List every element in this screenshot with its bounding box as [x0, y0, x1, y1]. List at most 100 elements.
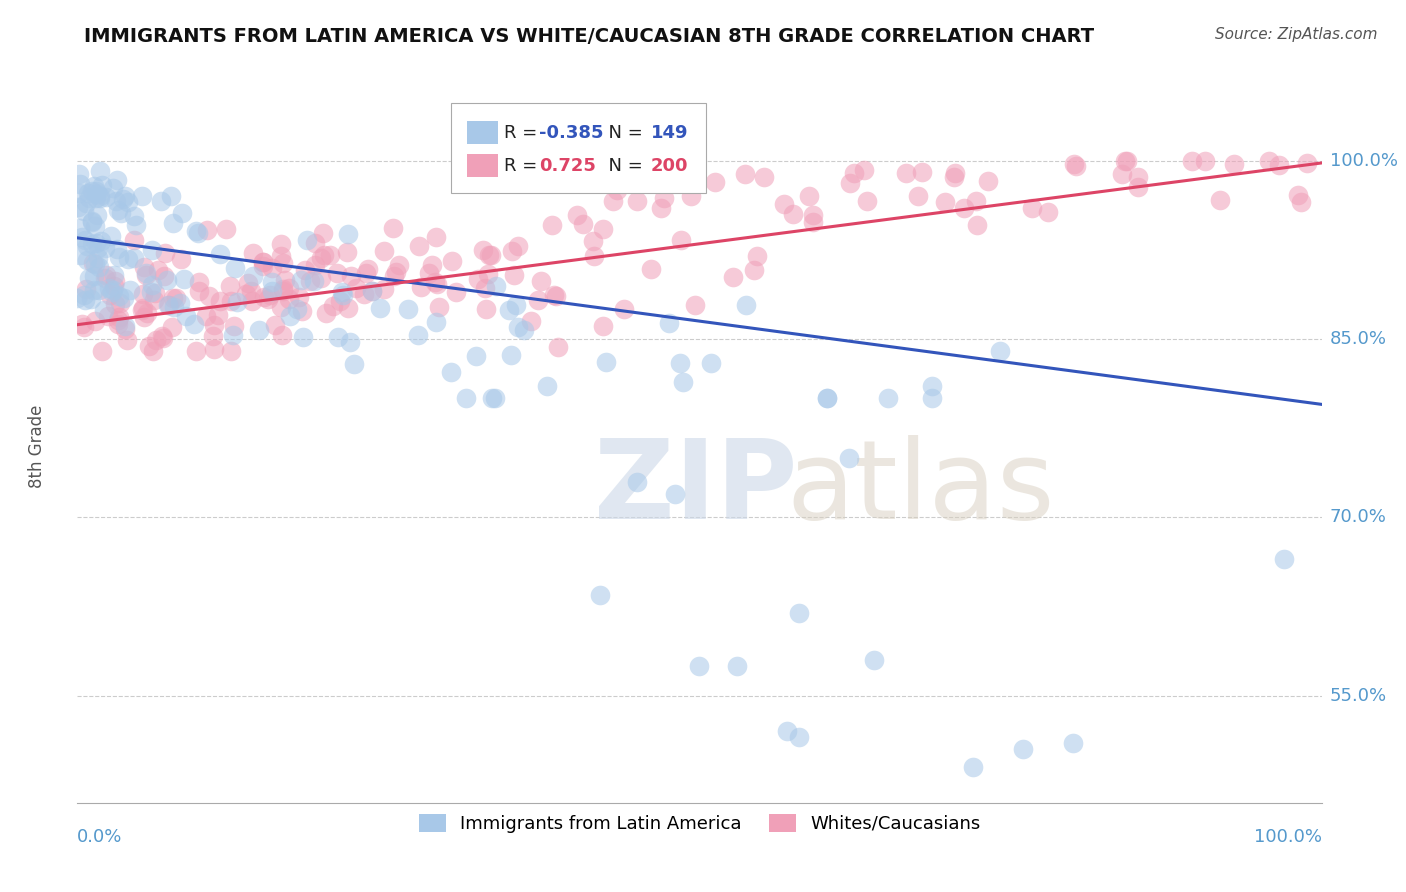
- Point: [472, 243, 495, 257]
- Point: [195, 309, 218, 323]
- Point: [75, 282, 97, 296]
- Point: [70, 229, 93, 244]
- Point: [157, 298, 180, 312]
- Point: [73, 319, 96, 334]
- Point: [94, 268, 117, 282]
- Point: [503, 268, 526, 282]
- Point: [80, 292, 103, 306]
- Point: [89, 191, 111, 205]
- Point: [150, 329, 173, 343]
- Point: [361, 284, 384, 298]
- Point: [135, 268, 157, 282]
- Point: [87, 252, 110, 266]
- Point: [160, 320, 183, 334]
- Point: [953, 202, 976, 216]
- Point: [513, 322, 536, 336]
- Point: [966, 218, 988, 232]
- Point: [1272, 552, 1295, 566]
- Text: atlas: atlas: [786, 435, 1054, 542]
- Point: [76, 252, 98, 267]
- Point: [745, 249, 768, 263]
- Point: [658, 316, 681, 330]
- Point: [669, 356, 692, 370]
- Text: N =: N =: [598, 124, 650, 142]
- Point: [1062, 736, 1084, 750]
- Point: [122, 234, 145, 248]
- Point: [75, 196, 97, 211]
- Point: [66, 292, 89, 306]
- Point: [262, 284, 284, 298]
- Point: [170, 252, 193, 266]
- Point: [83, 219, 105, 234]
- Point: [222, 328, 245, 343]
- Point: [815, 392, 838, 406]
- Point: [336, 244, 359, 259]
- Point: [943, 170, 966, 185]
- FancyBboxPatch shape: [450, 103, 706, 193]
- Point: [260, 275, 283, 289]
- Point: [107, 203, 129, 218]
- Point: [654, 191, 676, 205]
- Point: [319, 248, 342, 262]
- Point: [136, 306, 159, 320]
- Point: [907, 188, 929, 202]
- Point: [252, 255, 274, 269]
- Point: [853, 163, 876, 178]
- Point: [304, 259, 326, 273]
- Point: [253, 289, 276, 303]
- Point: [91, 178, 114, 193]
- Point: [135, 266, 157, 280]
- Point: [965, 194, 987, 208]
- Point: [440, 365, 463, 379]
- Point: [100, 285, 122, 300]
- Point: [595, 355, 617, 369]
- Point: [219, 343, 242, 358]
- Point: [67, 167, 90, 181]
- Point: [382, 221, 405, 235]
- Point: [202, 342, 225, 356]
- Point: [103, 268, 125, 282]
- Point: [271, 327, 294, 342]
- Point: [159, 189, 181, 203]
- Point: [742, 263, 765, 277]
- Point: [543, 287, 565, 301]
- Point: [153, 245, 176, 260]
- Point: [176, 310, 198, 324]
- Text: 0.725: 0.725: [538, 157, 596, 175]
- Point: [67, 200, 90, 214]
- Point: [224, 260, 246, 275]
- Point: [219, 279, 242, 293]
- Point: [112, 291, 135, 305]
- Point: [1181, 153, 1204, 168]
- Point: [84, 235, 107, 250]
- Point: [479, 248, 502, 262]
- Text: 0.0%: 0.0%: [77, 828, 122, 846]
- Text: -0.385: -0.385: [538, 124, 603, 142]
- Point: [242, 245, 264, 260]
- Point: [83, 269, 105, 284]
- Point: [80, 185, 103, 199]
- Point: [82, 256, 104, 270]
- Point: [478, 248, 501, 262]
- Point: [1036, 204, 1059, 219]
- Point: [775, 724, 797, 739]
- Point: [207, 309, 229, 323]
- Point: [173, 271, 195, 285]
- Point: [309, 271, 332, 285]
- Point: [90, 343, 112, 358]
- Point: [82, 236, 104, 251]
- Point: [104, 297, 127, 311]
- Point: [910, 164, 932, 178]
- Text: 85.0%: 85.0%: [1330, 330, 1386, 348]
- Point: [838, 450, 860, 465]
- Point: [921, 392, 943, 406]
- Text: 55.0%: 55.0%: [1330, 687, 1388, 705]
- Point: [291, 303, 314, 318]
- Point: [239, 284, 262, 298]
- Point: [104, 194, 127, 208]
- Point: [572, 164, 595, 178]
- Point: [485, 278, 508, 293]
- Point: [1012, 742, 1035, 756]
- Point: [734, 167, 756, 181]
- Point: [226, 295, 249, 310]
